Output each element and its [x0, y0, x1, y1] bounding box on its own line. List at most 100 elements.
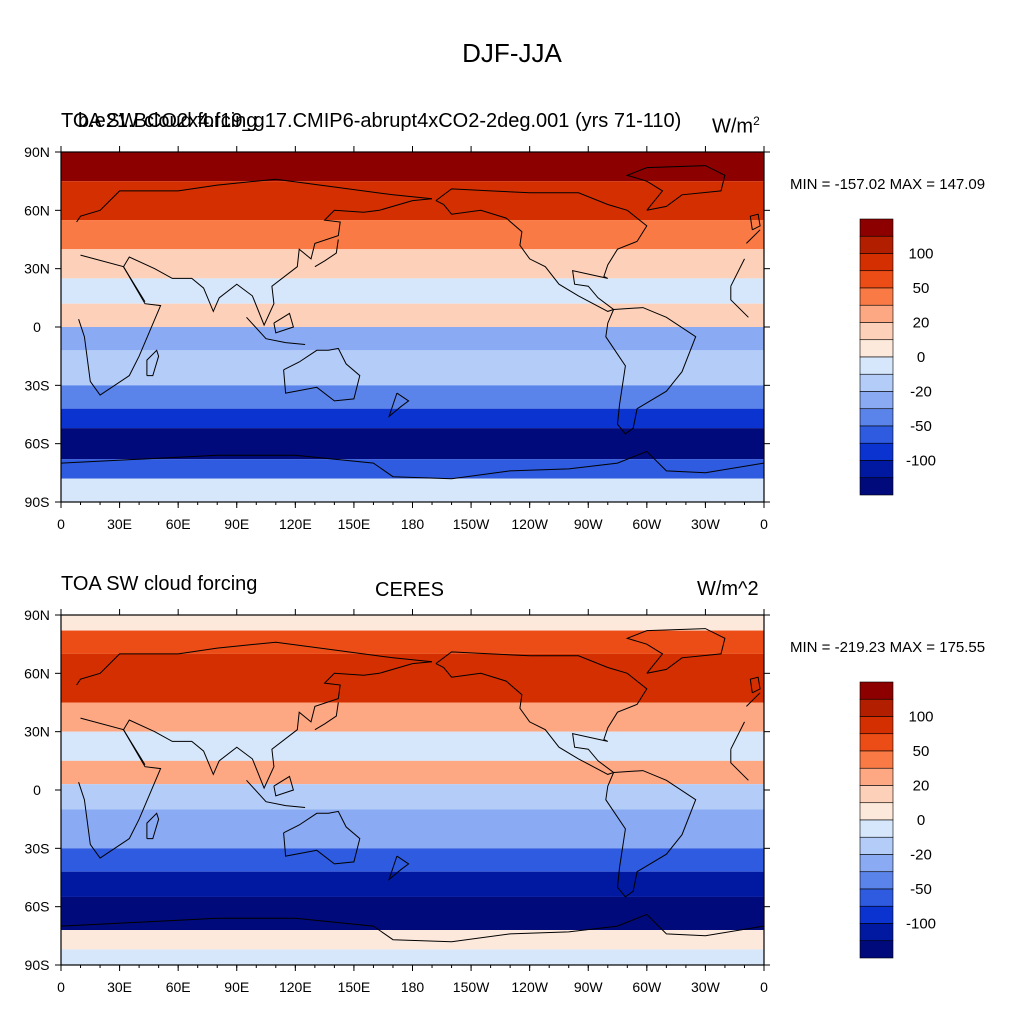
- x-tick-label: 120W: [511, 979, 548, 995]
- x-tick-label: 180: [401, 979, 425, 995]
- colorbar-label: 0: [917, 812, 925, 829]
- coastline: [273, 775, 295, 797]
- x-tick-label: 90E: [224, 516, 249, 532]
- x-tick-label: 60W: [632, 979, 662, 995]
- colorbar-segment: [859, 854, 894, 873]
- coastline: [61, 450, 764, 480]
- coastline: [605, 307, 697, 435]
- coastline: [749, 213, 761, 231]
- zonal-band: [61, 152, 764, 182]
- y-tick-label: 60N: [24, 202, 50, 218]
- x-tick-label: 150W: [453, 516, 490, 532]
- colorbar-segment: [859, 391, 894, 410]
- zonal-band: [61, 303, 764, 327]
- colorbar-segment: [859, 785, 894, 804]
- colorbar-segment: [859, 733, 894, 752]
- y-tick-label: 90N: [24, 144, 50, 160]
- colorbar-segment: [859, 819, 894, 838]
- x-tick-label: 150E: [338, 979, 371, 995]
- zonal-band: [61, 784, 764, 810]
- zonal-band: [61, 220, 764, 250]
- colorbar-segment: [859, 408, 894, 427]
- colorbar-segment: [859, 802, 894, 821]
- x-tick-label: 30E: [107, 516, 132, 532]
- map-panel-2: 0 30E 60E 90E 120E 150E 180 150W 120W 90W 60W 30W 09…: [24, 607, 936, 995]
- zonal-band: [61, 385, 764, 409]
- colorbar-label: 20: [913, 315, 930, 332]
- colorbar-label: 100: [908, 246, 933, 263]
- map-panel-1: 0 30E 60E 90E 120E 150E 180 150W 120W 90W 60W 30W 09…: [24, 144, 936, 532]
- zonal-band: [61, 930, 764, 950]
- zonal-band: [61, 408, 764, 429]
- colorbar-segment: [859, 477, 894, 496]
- coastline: [123, 266, 146, 302]
- coastline: [123, 661, 433, 790]
- colorbar-segment: [859, 235, 894, 254]
- zonal-band: [61, 249, 764, 279]
- colorbar-segment: [859, 373, 894, 392]
- x-tick-label: 30W: [691, 516, 721, 532]
- panel2-left-title: TOA SW cloud forcing: [61, 573, 258, 595]
- zonal-band: [61, 848, 764, 872]
- y-tick-label: 60N: [24, 665, 50, 681]
- x-tick-label: 0: [760, 516, 768, 532]
- zonal-band: [61, 350, 764, 386]
- zonal-band: [61, 478, 764, 502]
- coastline: [283, 810, 361, 865]
- x-tick-label: 30W: [691, 979, 721, 995]
- y-tick-label: 0: [33, 319, 41, 335]
- x-tick-label: 0: [57, 516, 65, 532]
- colorbar-label: -50: [910, 418, 932, 435]
- coastline: [625, 165, 726, 211]
- coastline: [314, 239, 339, 268]
- colorbar-segment: [859, 253, 894, 272]
- panel1-units: W/m: [712, 115, 754, 138]
- zonal-band: [61, 809, 764, 849]
- zonal-band: [61, 428, 764, 460]
- x-tick-label: 180: [401, 516, 425, 532]
- x-tick-label: 0: [760, 979, 768, 995]
- coastline: [435, 651, 648, 775]
- zonal-band: [61, 896, 764, 930]
- colorbar-segment: [859, 698, 894, 717]
- colorbar-label: -20: [910, 847, 932, 864]
- x-tick-label: 90E: [224, 979, 249, 995]
- colorbar-segment: [859, 460, 894, 479]
- colorbar-segment: [859, 750, 894, 769]
- colorbar-segment: [859, 425, 894, 444]
- zonal-band: [61, 760, 764, 785]
- colorbar-segment: [859, 716, 894, 735]
- coastline: [314, 702, 339, 731]
- coastline: [78, 254, 749, 396]
- colorbar-segment: [859, 218, 894, 237]
- colorbar-label: -20: [910, 384, 932, 401]
- x-tick-label: 150W: [453, 979, 490, 995]
- x-tick-label: 60E: [166, 516, 191, 532]
- colorbar-segment: [859, 287, 894, 306]
- y-tick-label: 90N: [24, 607, 50, 623]
- zonal-band: [61, 949, 764, 965]
- y-tick-label: 30S: [25, 377, 50, 393]
- x-tick-label: 120W: [511, 516, 548, 532]
- panel1-right-title: W/m2: [712, 114, 760, 139]
- coastline: [146, 812, 160, 840]
- colorbar-segment: [859, 767, 894, 786]
- coastline: [273, 312, 295, 334]
- zonal-band: [61, 278, 764, 304]
- colorbar-segment: [859, 681, 894, 700]
- coastline: [146, 349, 160, 377]
- colorbar-segment: [859, 339, 894, 358]
- panel2-center-title: CERES: [375, 579, 444, 601]
- zonal-band: [61, 615, 764, 631]
- x-tick-label: 90W: [574, 516, 604, 532]
- colorbar-label: 20: [913, 778, 930, 795]
- panel2-right-title: W/m^2: [697, 578, 759, 600]
- panel1-minmax: MIN = -157.02 MAX = 147.09: [790, 176, 986, 193]
- coastline: [246, 779, 306, 808]
- zonal-band: [61, 731, 764, 761]
- colorbar-segment: [859, 442, 894, 461]
- x-tick-label: 120E: [279, 979, 312, 995]
- coastline: [435, 188, 648, 312]
- zonal-band: [61, 630, 764, 654]
